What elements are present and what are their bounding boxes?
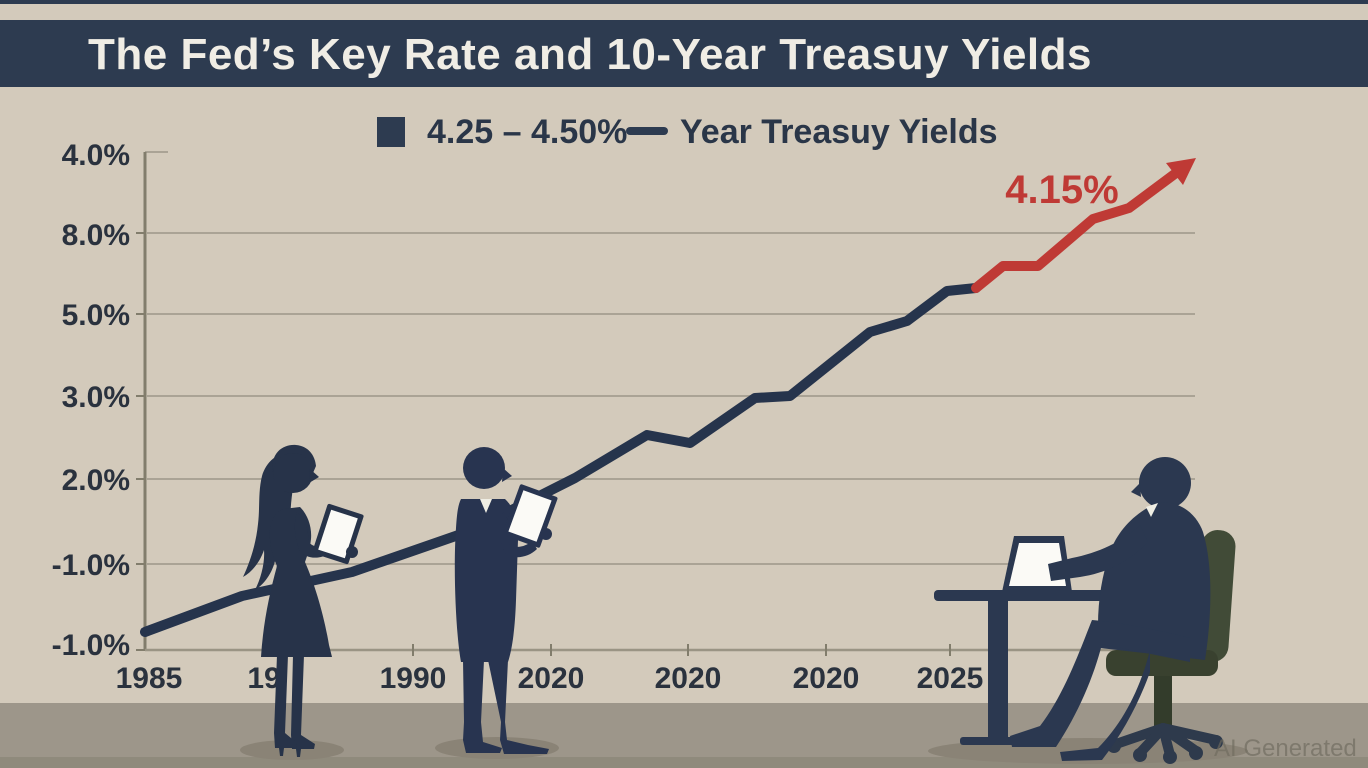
top-strip bbox=[0, 0, 1368, 4]
x-tick-label-2: 1990 bbox=[380, 662, 447, 695]
sitting-man-arm bbox=[1048, 525, 1148, 581]
floor-edge bbox=[0, 757, 1368, 768]
man-with-tablet bbox=[454, 447, 558, 754]
y-tick-label-6: -1.0% bbox=[52, 629, 130, 662]
man-collar bbox=[480, 499, 492, 513]
x-tick-label-4: 2020 bbox=[655, 662, 722, 695]
sitting-man-collar bbox=[1146, 503, 1158, 517]
x-tick-label-3: 2020 bbox=[518, 662, 585, 695]
trend-arrowhead-icon bbox=[1166, 158, 1196, 185]
woman-nose bbox=[309, 469, 319, 483]
woman-leg-back bbox=[274, 655, 297, 748]
x-tick-labels: 1985 19 1990 2020 2020 2020 2025 bbox=[116, 662, 984, 695]
woman-heel-front bbox=[296, 749, 301, 757]
woman-tablet-screen bbox=[318, 509, 358, 559]
desk-top bbox=[934, 590, 1126, 601]
x-tick-label-5: 2020 bbox=[793, 662, 860, 695]
woman-hand bbox=[346, 546, 358, 558]
legend-range-label: 4.25 – 4.50% bbox=[427, 113, 627, 151]
man-head bbox=[463, 447, 505, 489]
desk-leg bbox=[988, 601, 1008, 737]
man-nose bbox=[502, 468, 512, 482]
chair-wheels bbox=[1107, 735, 1223, 764]
treasury-yield-line-navy bbox=[140, 283, 981, 637]
man-hand bbox=[540, 528, 552, 540]
woman-body bbox=[261, 507, 332, 657]
legend: 4.25 – 4.50% Year Treasuy Yields bbox=[377, 113, 998, 151]
man-leg-front bbox=[488, 660, 549, 754]
y-tick-label-0: 4.0% bbox=[62, 139, 130, 172]
y-tick-label-1: 8.0% bbox=[62, 219, 130, 252]
x-tick-label-6: 2025 bbox=[917, 662, 984, 695]
y-tick-label-4: 2.0% bbox=[62, 464, 130, 497]
sitting-man-head bbox=[1139, 457, 1191, 509]
y-tick-label-3: 3.0% bbox=[62, 381, 130, 414]
x-tick-label-1: 19 bbox=[247, 662, 280, 695]
watermark: AI Generated bbox=[1214, 735, 1357, 762]
man-at-desk-with-laptop bbox=[934, 457, 1236, 764]
title-bar bbox=[0, 20, 1368, 87]
sitting-man-nose bbox=[1131, 483, 1141, 497]
woman-heel-back bbox=[279, 748, 284, 756]
woman-with-tablet bbox=[243, 444, 364, 757]
woman-leg-front bbox=[291, 655, 315, 749]
x-tick-label-0: 1985 bbox=[116, 662, 183, 695]
woman-hair-top bbox=[272, 444, 316, 473]
legend-line-label: Year Treasuy Yields bbox=[680, 113, 998, 151]
woman-arm bbox=[294, 512, 330, 558]
legend-swatch-square bbox=[377, 117, 405, 147]
man-leg-back bbox=[463, 660, 502, 753]
y-tick-label-5: -1.0% bbox=[52, 549, 130, 582]
page-title: The Fed’s Key Rate and 10-Year Treasuy Y… bbox=[88, 30, 1092, 79]
man-tablet-screen bbox=[508, 490, 552, 542]
y-tick-label-2: 5.0% bbox=[62, 299, 130, 332]
rate-annotation: 4.15% bbox=[1005, 168, 1118, 212]
sitting-man-leg-front bbox=[1010, 620, 1190, 747]
sitting-man-leg-back bbox=[1060, 650, 1150, 761]
chair-post bbox=[1154, 676, 1172, 726]
x-axis-ticks bbox=[412, 644, 951, 656]
y-axis-ticks bbox=[136, 232, 145, 651]
man-arm bbox=[499, 512, 537, 558]
y-tick-labels: 4.0% 8.0% 5.0% 3.0% 2.0% -1.0% -1.0% bbox=[52, 139, 130, 662]
treasury-yield-line-red bbox=[971, 168, 1181, 293]
woman-head bbox=[273, 453, 313, 493]
